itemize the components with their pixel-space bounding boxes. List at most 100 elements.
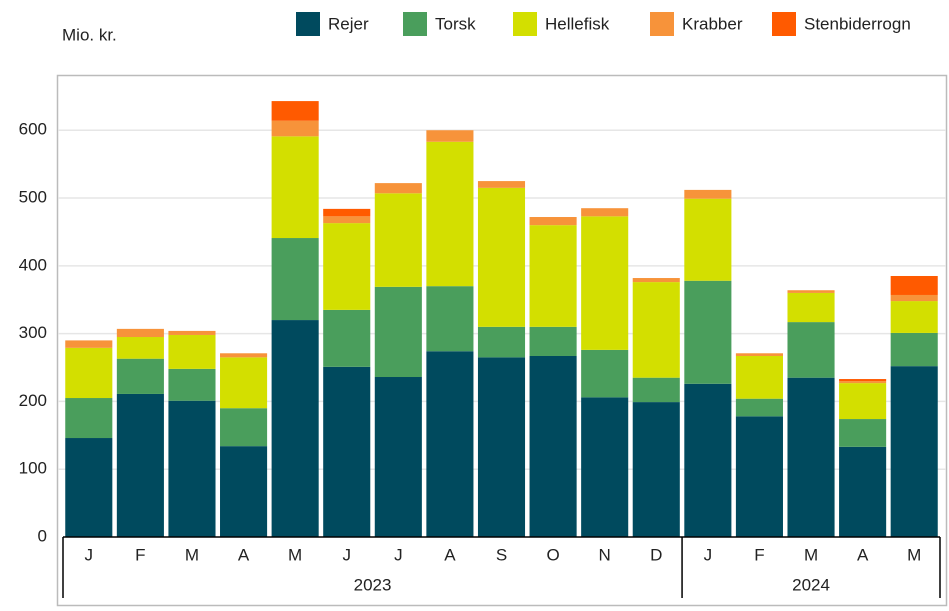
legend-swatch [296, 12, 320, 36]
bar-segment [890, 294, 938, 302]
x-tick-label: M [907, 545, 921, 564]
bar-segment [581, 208, 629, 217]
bar-segment [374, 377, 422, 537]
legend-label: Krabber [682, 14, 743, 33]
bar-segment [632, 278, 680, 283]
bar-segment [220, 357, 268, 409]
legend-swatch [650, 12, 674, 36]
bar-segment [374, 286, 422, 378]
bar-segment [116, 337, 164, 359]
y-tick-label: 0 [38, 526, 47, 545]
legend-label: Hellefisk [545, 14, 610, 33]
bar-segment [890, 275, 938, 295]
bar-segment [839, 446, 887, 537]
plot-frame [56, 74, 948, 607]
bar-segment [839, 379, 887, 382]
x-tick-label: A [444, 545, 456, 564]
bar-segment [65, 438, 113, 537]
bar-segment [271, 101, 319, 121]
legend-label: Rejer [328, 14, 369, 33]
legend-swatch [403, 12, 427, 36]
bar-segment [477, 181, 526, 188]
bar-segment [529, 217, 577, 226]
x-tick-label: S [496, 545, 507, 564]
bar-segment [787, 322, 835, 378]
bar-segment [220, 408, 268, 447]
legend-label: Torsk [435, 14, 476, 33]
y-axis-label: Mio. kr. [62, 25, 117, 44]
bar-segment [426, 130, 474, 142]
legend-swatch [772, 12, 796, 36]
bar-segment [787, 292, 835, 323]
bar-segment [890, 332, 938, 367]
group-label: 2024 [792, 575, 830, 594]
bar-segment [632, 377, 680, 403]
bar-segment [684, 383, 732, 537]
bar-segment [323, 208, 371, 217]
legend-label: Stenbiderrogn [804, 14, 911, 33]
bar-segment [890, 301, 938, 333]
x-tick-label: D [650, 545, 662, 564]
x-tick-label: J [342, 545, 351, 564]
bar-segment [426, 351, 474, 537]
bar-segment [735, 355, 783, 399]
bar-segment [735, 398, 783, 417]
bar-segment [168, 330, 216, 335]
bar-segment [735, 416, 783, 537]
bar-segment [271, 320, 319, 537]
bar-segment [529, 355, 577, 537]
bar-segment [684, 189, 732, 199]
x-tick-label: A [238, 545, 250, 564]
y-tick-label: 400 [19, 255, 47, 274]
bar-segment [323, 309, 371, 367]
x-tick-label: N [599, 545, 611, 564]
bar-segment [426, 141, 474, 287]
bar-segment [271, 120, 319, 137]
bar-segment [787, 377, 835, 537]
bar-segment [632, 282, 680, 378]
bar-segment [116, 328, 164, 338]
x-tick-label: F [135, 545, 145, 564]
legend-swatch [513, 12, 537, 36]
bar-segment [220, 353, 268, 358]
bar-segment [116, 393, 164, 537]
bar-segment [116, 358, 164, 394]
bar-segment [65, 347, 113, 399]
bar-segment [529, 225, 577, 327]
x-tick-label: M [804, 545, 818, 564]
bar-segment [168, 334, 216, 369]
bar-segment [890, 366, 938, 537]
bar-segment [271, 238, 319, 321]
bar-segment [220, 446, 268, 537]
bar-segment [426, 286, 474, 352]
bar-segment [323, 366, 371, 537]
bar-segment [477, 187, 526, 327]
bar-segment [735, 353, 783, 356]
bar-segment [477, 326, 526, 358]
x-tick-label: M [288, 545, 302, 564]
y-tick-label: 200 [19, 391, 47, 410]
bar-segment [323, 216, 371, 224]
x-tick-label: J [704, 545, 713, 564]
x-tick-label: F [754, 545, 764, 564]
bar-segment [787, 290, 835, 293]
y-tick-label: 600 [19, 120, 47, 139]
bar-segment [839, 419, 887, 447]
x-tick-label: J [85, 545, 94, 564]
bar-segment [65, 398, 113, 439]
bar-segment [529, 326, 577, 356]
y-tick-label: 500 [19, 188, 47, 207]
bar-segment [477, 357, 526, 537]
bar-segment [684, 280, 732, 384]
bar-segment [374, 193, 422, 287]
bar-segment [271, 136, 319, 239]
group-label: 2023 [354, 575, 392, 594]
x-tick-label: O [546, 545, 559, 564]
bar-segment [581, 216, 629, 350]
y-tick-label: 100 [19, 459, 47, 478]
bar-segment [323, 223, 371, 310]
y-tick-label: 300 [19, 323, 47, 342]
bar-segment [374, 183, 422, 194]
x-tick-label: A [857, 545, 869, 564]
